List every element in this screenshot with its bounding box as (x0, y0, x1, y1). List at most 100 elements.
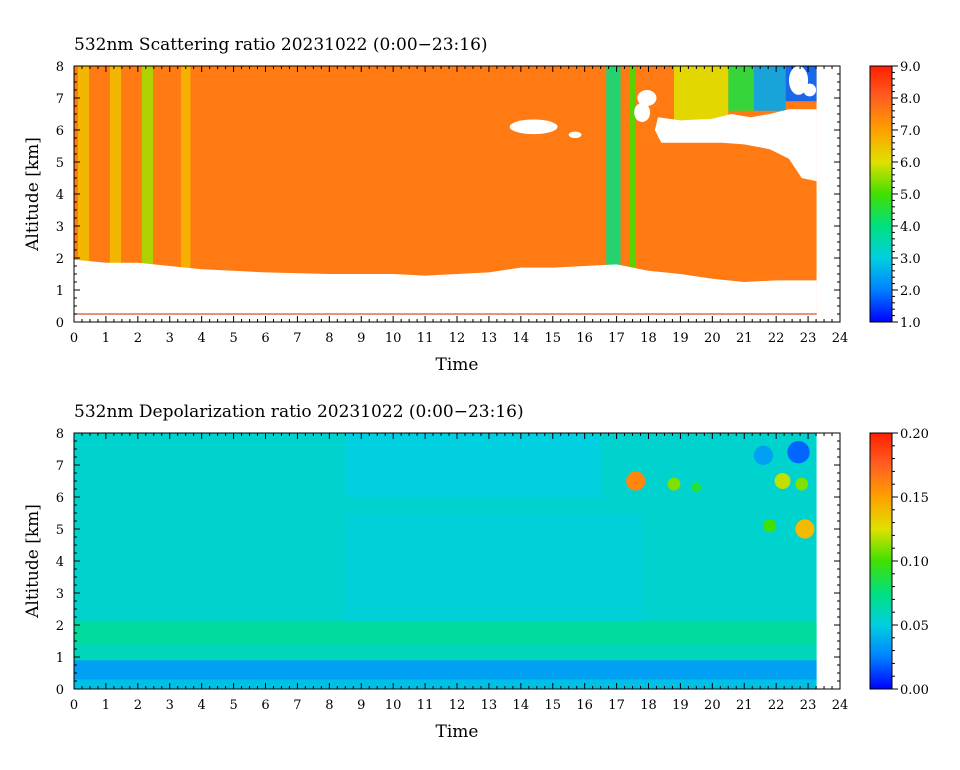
x-axis-label: Time (436, 722, 479, 742)
colorbar-tick-label: 1.0 (900, 316, 921, 331)
x-axis-label: Time (436, 355, 479, 375)
plot-area (74, 433, 840, 689)
x-tick-label: 13 (481, 331, 498, 346)
colorbar-tick-label: 8.0 (900, 92, 921, 107)
x-tick-label: 4 (198, 698, 206, 713)
x-tick-label: 16 (576, 331, 593, 346)
chart-title: 532nm Scattering ratio 20231022 (0:00−23… (74, 35, 488, 55)
hotspot (774, 473, 791, 489)
x-tick-label: 22 (768, 331, 785, 346)
colorbar-tick-label: 9.0 (900, 60, 921, 75)
y-tick-label: 4 (56, 188, 64, 203)
colorbar (869, 432, 893, 690)
x-tick-label: 13 (481, 698, 498, 713)
vertical-feature (141, 66, 153, 322)
colorbar-tick-label: 0.10 (900, 555, 929, 570)
x-tick-label: 10 (385, 698, 402, 713)
y-tick-label: 6 (56, 124, 64, 139)
x-tick-label: 1 (102, 331, 110, 346)
hotspot (795, 477, 809, 491)
x-tick-label: 19 (672, 331, 689, 346)
y-tick-label: 8 (56, 427, 64, 442)
y-tick-label: 1 (56, 651, 64, 666)
y-tick-label: 3 (56, 587, 64, 602)
y-tick-label: 7 (56, 459, 64, 474)
plot-area (74, 66, 840, 322)
x-tick-label: 18 (640, 698, 657, 713)
hotspot (691, 482, 702, 493)
x-tick-label: 7 (293, 331, 301, 346)
aerosol-layer (74, 621, 817, 645)
y-tick-label: 5 (56, 523, 64, 538)
x-tick-label: 21 (736, 698, 753, 713)
x-tick-label: 18 (640, 331, 657, 346)
colorbar (869, 65, 893, 323)
x-tick-label: 15 (544, 331, 561, 346)
x-tick-label: 6 (261, 698, 269, 713)
missing-data-region (568, 131, 582, 138)
vertical-feature (629, 66, 636, 322)
x-tick-label: 17 (608, 698, 625, 713)
y-tick-label: 5 (56, 156, 64, 171)
aerosol-layer (74, 679, 817, 689)
colorbar-tick-label: 3.0 (900, 252, 921, 267)
y-tick-label: 8 (56, 60, 64, 75)
colorbar-tick-label: 7.0 (900, 124, 921, 139)
x-tick-label: 24 (832, 331, 849, 346)
x-axis-ticks: 0 1 2 3 4 5 6 7 8 9 10 11 12 13 14 15 16 17 18 19 20 21 22 23 24 (70, 433, 848, 713)
vertical-feature (180, 66, 191, 322)
colorbar-tick-label: 5.0 (900, 188, 921, 203)
y-axis-label: Altitude [km] (23, 504, 43, 619)
x-tick-label: 16 (576, 698, 593, 713)
x-tick-label: 12 (449, 331, 466, 346)
y-tick-label: 7 (56, 92, 64, 107)
x-tick-label: 17 (608, 331, 625, 346)
missing-data-region (637, 90, 657, 106)
depolarization-ratio-panel: 532nm Depolarization ratio 20231022 (0:0… (23, 402, 929, 742)
chart-title: 532nm Depolarization ratio 20231022 (0:0… (74, 402, 524, 422)
hotspot (787, 441, 810, 464)
x-tick-label: 7 (293, 698, 301, 713)
hotspot (753, 445, 773, 465)
y-tick-label: 2 (56, 252, 64, 267)
scattering-ratio-panel: 532nm Scattering ratio 20231022 (0:00−23… (23, 35, 921, 375)
colorbar-ticks: 1.0 2.0 3.0 4.0 5.0 6.0 7.0 8.0 9.0 (892, 60, 921, 331)
x-tick-label: 15 (544, 698, 561, 713)
cloud-region (728, 66, 754, 111)
x-tick-label: 4 (198, 331, 206, 346)
x-tick-label: 3 (166, 331, 174, 346)
x-tick-label: 10 (385, 331, 402, 346)
vertical-feature (77, 66, 90, 322)
x-axis-ticks: 0 1 2 3 4 5 6 7 8 9 10 11 12 13 14 15 16 17 18 19 20 21 22 23 24 (70, 66, 848, 346)
missing-data-region (654, 109, 817, 182)
colorbar-ticks: 0.00 0.05 0.10 0.15 0.20 (892, 427, 929, 698)
missing-data-region (788, 66, 809, 95)
x-tick-label: 0 (70, 331, 78, 346)
x-tick-label: 21 (736, 331, 753, 346)
aerosol-layer (345, 433, 601, 497)
y-tick-label: 4 (56, 555, 64, 570)
hotspot (626, 471, 646, 491)
x-tick-label: 11 (417, 698, 434, 713)
colorbar-tick-label: 0.00 (900, 683, 929, 698)
hotspot (763, 519, 777, 533)
x-tick-label: 5 (229, 698, 237, 713)
colorbar-tick-label: 0.05 (900, 619, 929, 634)
missing-data-region (803, 83, 817, 97)
y-tick-label: 0 (56, 683, 64, 698)
vertical-feature (606, 66, 621, 322)
colorbar-tick-label: 0.15 (900, 491, 929, 506)
y-tick-label: 3 (56, 220, 64, 235)
colorbar-tick-label: 4.0 (900, 220, 921, 235)
x-tick-label: 3 (166, 698, 174, 713)
below-range-region (74, 259, 817, 322)
y-axis-ticks: 0 1 2 3 4 5 6 7 8 (56, 427, 840, 698)
x-tick-label: 14 (513, 698, 530, 713)
x-tick-label: 23 (800, 698, 817, 713)
y-tick-label: 2 (56, 619, 64, 634)
x-tick-label: 23 (800, 331, 817, 346)
y-tick-label: 1 (56, 284, 64, 299)
x-tick-label: 22 (768, 698, 785, 713)
x-tick-label: 11 (417, 331, 434, 346)
